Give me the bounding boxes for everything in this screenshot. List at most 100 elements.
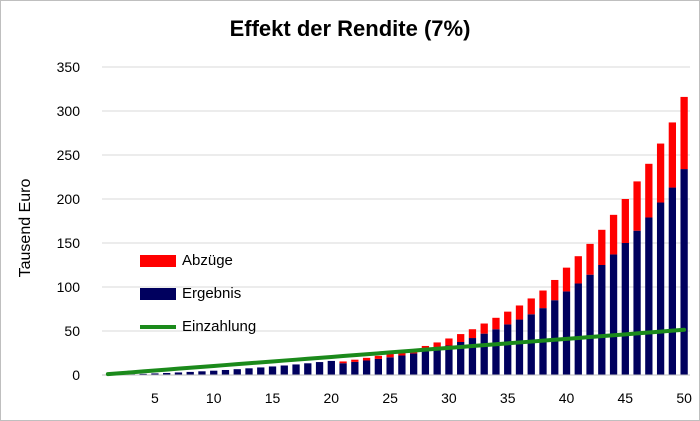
bar-abzuege <box>374 355 383 359</box>
bar-ergebnis <box>551 300 559 375</box>
y-tick-label: 350 <box>57 59 81 75</box>
bar-abzuege <box>621 199 629 243</box>
bar-abzuege <box>539 290 547 309</box>
x-tick-label: 10 <box>206 390 222 406</box>
x-tick-labels: 5 10 15 20 25 30 35 40 45 50 <box>151 390 692 406</box>
bar-ergebnis <box>315 362 324 375</box>
legend-label-einzahlung: Einzahlung <box>182 318 257 335</box>
bar-ergebnis <box>421 351 430 375</box>
lines <box>105 327 687 377</box>
bar-ergebnis <box>562 291 571 375</box>
bar-ergebnis <box>198 371 206 375</box>
bar-ergebnis <box>139 373 147 375</box>
x-tick-label: 45 <box>618 390 634 406</box>
bar-ergebnis <box>668 187 677 375</box>
bar-ergebnis <box>257 367 265 375</box>
bar-ergebnis <box>527 314 535 375</box>
chart-title: Effekt der Rendite (7%) <box>229 16 471 41</box>
bar-ergebnis <box>339 363 347 375</box>
y-tick-label: 200 <box>57 191 81 207</box>
bar-ergebnis <box>457 342 465 375</box>
bar-ergebnis <box>362 360 371 375</box>
bar-abzuege <box>433 342 441 349</box>
bar-abzuege <box>656 143 665 203</box>
bar-abzuege <box>515 305 524 320</box>
bar-ergebnis <box>645 217 653 375</box>
y-tick-label: 250 <box>57 147 81 163</box>
x-tick-label: 20 <box>324 390 340 406</box>
bar-ergebnis <box>386 357 394 375</box>
legend-item-abzuege: Abzüge <box>140 244 256 277</box>
bar-ergebnis <box>468 338 477 375</box>
x-tick-label: 25 <box>382 390 398 406</box>
y-tick-label: 0 <box>72 367 80 383</box>
bar-ergebnis <box>492 329 500 375</box>
bar-abzuege <box>339 361 347 364</box>
bar-ergebnis <box>151 373 159 375</box>
bar-abzuege <box>680 96 688 170</box>
legend-swatch-einzahlung <box>140 324 176 329</box>
bar-ergebnis <box>292 364 300 375</box>
x-tick-label: 50 <box>676 390 692 406</box>
bar-abzuege <box>574 256 582 284</box>
legend-item-einzahlung: Einzahlung <box>140 310 256 343</box>
legend-item-ergebnis: Ergebnis <box>140 277 256 310</box>
bar-ergebnis <box>174 372 183 375</box>
bar-ergebnis <box>433 348 441 375</box>
bar-ergebnis <box>327 360 335 375</box>
bar-ergebnis <box>409 353 418 375</box>
bar-ergebnis <box>268 366 277 375</box>
bar-ergebnis <box>210 370 218 375</box>
y-tick-labels: 0 50 100 150 200 250 300 350 <box>57 59 81 383</box>
bar-ergebnis <box>515 319 524 375</box>
gridlines <box>102 66 690 332</box>
bar-ergebnis <box>398 355 406 375</box>
bar-abzuege <box>645 163 653 218</box>
bar-ergebnis <box>233 369 241 375</box>
bar-ergebnis <box>609 254 618 375</box>
bar-ergebnis <box>680 169 688 375</box>
bar-ergebnis <box>621 243 629 375</box>
bar-abzuege <box>598 229 606 265</box>
bar-ergebnis <box>574 283 582 375</box>
bar-abzuege <box>445 338 453 346</box>
bar-abzuege <box>351 359 359 362</box>
bar-abzuege <box>562 267 571 292</box>
bar-ergebnis <box>186 371 194 375</box>
bar-abzuege <box>633 181 641 231</box>
x-tick-label: 15 <box>265 390 281 406</box>
bar-abzuege <box>468 329 477 339</box>
legend-swatch-ergebnis <box>140 287 176 300</box>
bar-ergebnis <box>221 369 230 375</box>
line-einzahlung <box>105 327 687 377</box>
bar-abzuege <box>668 122 677 188</box>
bar-abzuege <box>504 311 512 325</box>
bar-abzuege <box>527 298 535 315</box>
bar-ergebnis <box>504 324 512 375</box>
bar-ergebnis <box>304 363 312 375</box>
bar-ergebnis <box>445 345 453 375</box>
legend-label-abzuege: Abzüge <box>182 252 233 269</box>
bar-ergebnis <box>374 358 383 375</box>
bar-abzuege <box>609 214 618 255</box>
bars <box>104 96 688 375</box>
x-tick-label: 35 <box>500 390 516 406</box>
bar-ergebnis <box>280 365 288 375</box>
x-tick-label: 40 <box>559 390 575 406</box>
bar-abzuege <box>480 323 488 334</box>
y-tick-label: 300 <box>57 103 81 119</box>
bar-ergebnis <box>586 274 594 375</box>
bar-abzuege <box>362 357 371 361</box>
legend-swatch-abzuege <box>140 254 176 267</box>
x-tick-label: 5 <box>151 390 159 406</box>
bar-abzuege <box>492 317 500 330</box>
bar-ergebnis <box>598 265 606 375</box>
bar-ergebnis <box>480 333 488 375</box>
legend-label-ergebnis: Ergebnis <box>182 285 242 302</box>
x-tick-label: 30 <box>441 390 457 406</box>
bar-ergebnis <box>633 230 641 375</box>
bar-ergebnis <box>351 361 359 375</box>
bar-ergebnis <box>656 202 665 375</box>
